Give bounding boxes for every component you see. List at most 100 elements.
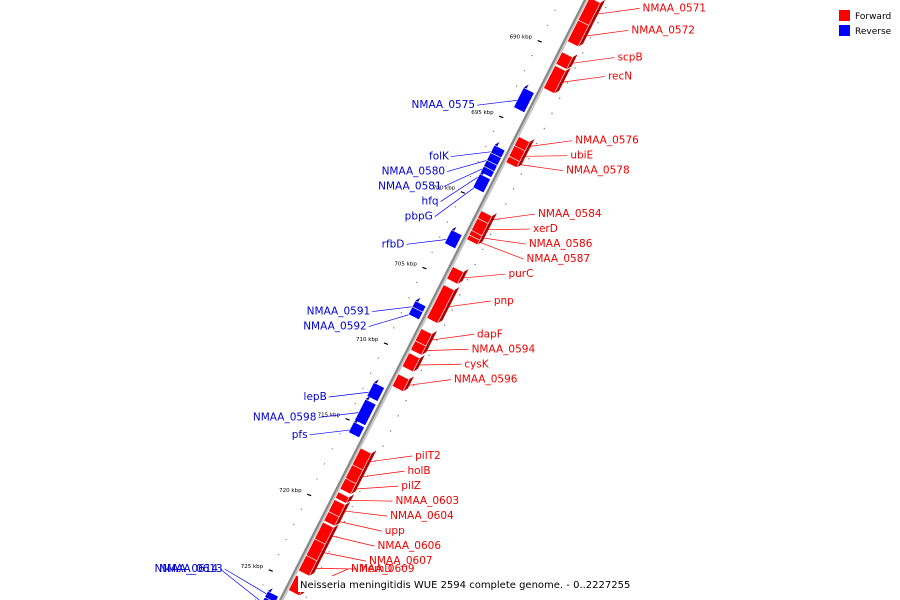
gene-nmaa-0587-body [466,234,481,246]
gene-nmaa-0596[interactable] [391,373,414,392]
gene-nmaa-0587[interactable] [466,234,485,246]
leader-nmaa-0606 [331,535,375,547]
tick-minor-717 [331,448,333,450]
label-folk: folK [429,151,450,163]
tick-mark-715 [345,418,350,421]
label-nmaa-0572: NMAA_0572 [631,24,695,36]
tick-minor-712 [370,372,372,374]
label-pilt2: pilT2 [415,450,441,462]
tick-minor-697 [485,145,487,147]
gene-nmaa-0575[interactable] [513,84,535,114]
gene-nmaa-0607-side [316,541,331,561]
gene-pilz-side [350,480,361,495]
label-nmaa-0580: NMAA_0580 [382,166,446,178]
gene-xerd[interactable] [470,217,494,237]
label-nmaa-0575: NMAA_0575 [412,99,476,111]
leader-holb [361,470,405,478]
gene-labels: NMAA_0571 NMAA_0572 scpB recN NMAA_0576 ubiE N… [155,2,707,575]
gene-cysk[interactable] [401,352,425,373]
label-nmaa-0594: NMAA_0594 [472,343,536,355]
leader-nmaa-0591 [372,305,419,312]
gene-nmaa-0576-side [525,138,535,152]
gene-recn[interactable] [543,65,571,94]
tick-minor-696 [492,130,495,132]
label-pfs: pfs [292,429,308,441]
tick-minor-726 [262,584,264,586]
tick-mark-725 [268,569,273,572]
scale-ticks: 690 kbp 695 kbp 700 kbp 705 kbp 710 kbp 715 k… [241,6,607,600]
gene-rfbd[interactable] [444,226,463,250]
gene-hfq[interactable] [480,163,495,179]
genome-backbone [278,0,589,600]
label-recn: recN [608,70,632,82]
label-nmaa-0598: NMAA_0598 [253,411,317,423]
gene-nmaa-0598[interactable] [354,396,377,427]
leader-hemd [314,568,358,570]
gene-pnp[interactable] [426,284,460,324]
label-nmaa-0596: NMAA_0596 [454,374,518,386]
label-nmaa-0606: NMAA_0606 [377,540,441,552]
gene-rfbd-body [444,229,463,250]
tick-minor-714 [354,402,356,405]
legend-reverse-label: Reverse [855,27,892,37]
gene-scpb[interactable] [555,51,578,70]
label-nmaa-0581: NMAA_0581 [378,181,442,193]
tick-dot-right-719 [351,505,353,508]
label-pnp: pnp [494,295,514,307]
tick-dot-right-698 [512,188,515,190]
tick-minor-719 [316,478,318,480]
gene-nmaa-0578[interactable] [505,155,525,169]
gene-upp[interactable] [323,511,345,527]
label-pbpg: pbpG [405,211,433,223]
gene-features [259,0,606,600]
leader-nmaa-0580 [447,158,494,172]
tick-minor-704 [431,251,433,253]
leader-nmaa-0594 [425,348,469,351]
tick-label-715: 715 kbp [318,413,341,419]
gene-pbpg[interactable] [472,170,491,194]
gene-cysk-body [401,352,421,373]
label-nmaa-0604: NMAA_0604 [390,510,454,522]
gene-pilt2-side [362,450,377,471]
label-hfq: hfq [422,196,439,208]
gene-upp-side [334,513,345,527]
gene-nmaa-0614[interactable] [259,594,276,600]
gene-pfs[interactable] [348,418,365,439]
leader-nmaa-0571 [596,8,640,15]
gene-ubie[interactable] [508,145,531,163]
tick-minor-689 [546,24,548,27]
tick-minor-706 [416,281,418,284]
tick-dot-right-692 [558,97,561,99]
leader-recn [561,76,606,83]
leader-folk [450,150,497,157]
gene-holb-side [355,467,368,484]
gene-pfs-body [348,421,365,439]
tick-minor-721 [300,508,303,510]
tick-dot-right-725 [305,596,307,598]
gene-hemd[interactable] [298,555,322,577]
gene-nmaa-0592[interactable] [407,303,424,321]
gene-nmaa-0603-side [345,494,355,504]
gene-nmaa-0572-side [578,22,594,47]
tick-dot-right-723 [320,566,323,568]
tick-minor-711 [377,357,379,359]
gene-hfq-body [480,165,495,179]
leader-nmaa-0572 [585,29,629,37]
tick-dot-right-694 [543,127,546,130]
label-nmaa-0607: NMAA_0607 [369,555,433,567]
tick-dot-right-689 [582,52,584,54]
gene-purc[interactable] [446,266,469,285]
gene-nmaa-0572[interactable] [566,19,594,48]
gene-nmaa-0603[interactable] [334,491,355,504]
gene-nmaa-0586-side [479,232,487,241]
gene-nmaa-0594[interactable] [410,340,431,356]
tick-label-710: 710 kbp [356,337,379,343]
label-pilz: pilZ [401,480,421,492]
gene-pilz[interactable] [339,477,361,495]
gene-nmaa-0571-side [588,0,606,26]
gene-nmaa-0575-body [513,87,535,114]
tick-minor-723 [285,538,287,541]
gene-xerd-side [481,220,494,236]
label-cysk: cysK [464,358,489,370]
gene-lepb[interactable] [366,379,385,402]
